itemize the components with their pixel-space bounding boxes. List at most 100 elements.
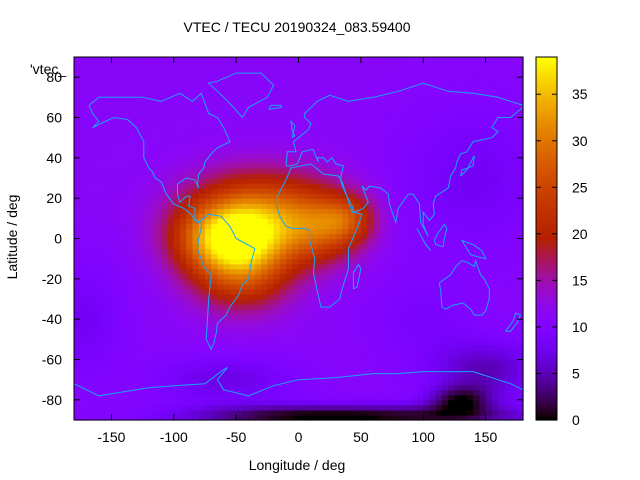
heatmap-cell xyxy=(466,233,474,240)
heatmap-cell xyxy=(385,203,393,209)
heatmap-cell xyxy=(105,122,113,129)
heatmap-cell xyxy=(304,324,312,330)
heatmap-cell xyxy=(398,344,406,351)
heatmap-cell xyxy=(510,359,518,366)
heatmap-cell xyxy=(429,268,437,275)
heatmap-cell xyxy=(204,137,212,144)
heatmap-cell xyxy=(117,364,125,371)
heatmap-cell xyxy=(123,238,131,245)
heatmap-cell xyxy=(74,309,81,315)
heatmap-cell xyxy=(416,404,424,411)
heatmap-cell xyxy=(86,304,94,310)
heatmap-cell xyxy=(485,324,493,330)
heatmap-cell xyxy=(136,394,144,401)
heatmap-cell xyxy=(161,339,169,345)
heatmap-cell xyxy=(504,127,512,134)
heatmap-cell xyxy=(130,288,137,295)
heatmap-cell xyxy=(92,107,100,114)
heatmap-cell xyxy=(498,213,505,219)
heatmap-cell xyxy=(74,273,81,280)
heatmap-cell xyxy=(491,243,499,250)
heatmap-cell xyxy=(398,147,406,154)
heatmap-cell xyxy=(335,243,343,250)
heatmap-cell xyxy=(111,117,119,124)
heatmap-cell xyxy=(186,304,194,310)
heatmap-cell xyxy=(86,248,94,255)
heatmap-cell xyxy=(392,208,399,214)
heatmap-cell xyxy=(429,228,437,235)
heatmap-cell xyxy=(117,314,125,320)
heatmap-cell xyxy=(329,379,337,386)
heatmap-cell xyxy=(74,137,81,144)
heatmap-cell xyxy=(510,404,518,411)
heatmap-cell xyxy=(180,263,187,270)
heatmap-cell xyxy=(310,339,318,345)
heatmap-cell xyxy=(130,253,137,260)
heatmap-cell xyxy=(473,258,480,265)
heatmap-cell xyxy=(516,354,524,361)
heatmap-cell xyxy=(74,248,81,255)
heatmap-cell xyxy=(441,409,449,416)
heatmap-cell xyxy=(454,258,462,265)
heatmap-cell xyxy=(516,172,524,179)
heatmap-cell xyxy=(86,334,94,340)
heatmap-cell xyxy=(335,157,343,164)
heatmap-cell xyxy=(161,248,169,255)
heatmap-cell xyxy=(504,324,512,330)
heatmap-cell xyxy=(111,324,119,330)
heatmap-cell xyxy=(385,97,393,103)
heatmap-cell xyxy=(248,248,256,255)
heatmap-cell xyxy=(423,324,431,330)
heatmap-cell xyxy=(516,77,524,83)
heatmap-cell xyxy=(286,107,293,114)
heatmap-cell xyxy=(466,87,474,93)
heatmap-cell xyxy=(86,324,94,330)
heatmap-cell xyxy=(398,324,406,330)
heatmap-cell xyxy=(148,248,156,255)
heatmap-cell xyxy=(111,374,119,381)
heatmap-cell xyxy=(236,359,243,366)
heatmap-cell xyxy=(510,253,518,260)
heatmap-cell xyxy=(292,87,300,93)
heatmap-cell xyxy=(123,67,131,73)
heatmap-cell xyxy=(261,178,268,184)
heatmap-cell xyxy=(248,117,256,124)
heatmap-cell xyxy=(504,409,512,416)
heatmap-cell xyxy=(229,359,237,366)
heatmap-cell xyxy=(398,102,406,109)
heatmap-cell xyxy=(236,147,243,154)
heatmap-cell xyxy=(410,314,418,320)
heatmap-cell xyxy=(229,203,237,209)
heatmap-cell xyxy=(304,243,312,250)
heatmap-cell xyxy=(80,319,88,325)
heatmap-cell xyxy=(485,72,493,78)
heatmap-cell xyxy=(86,223,94,230)
heatmap-cell xyxy=(329,107,337,114)
heatmap-cell xyxy=(398,228,406,235)
heatmap-cell xyxy=(161,157,169,164)
heatmap-cell xyxy=(123,82,131,88)
heatmap-cell xyxy=(398,157,406,164)
heatmap-cell xyxy=(385,339,393,345)
heatmap-cell xyxy=(298,314,306,320)
heatmap-cell xyxy=(74,223,81,230)
heatmap-cell xyxy=(354,339,362,345)
heatmap-cell xyxy=(385,394,393,401)
heatmap-cell xyxy=(198,188,206,194)
heatmap-cell xyxy=(148,319,156,325)
heatmap-cell xyxy=(404,278,412,285)
heatmap-cell xyxy=(148,394,156,401)
heatmap-cell xyxy=(180,67,187,73)
heatmap-cell xyxy=(435,349,443,356)
heatmap-cell xyxy=(348,349,356,356)
heatmap-cell xyxy=(148,223,156,230)
heatmap-cell xyxy=(485,218,493,224)
heatmap-cell xyxy=(192,309,200,315)
heatmap-cell xyxy=(142,132,150,139)
heatmap-cell xyxy=(398,288,406,295)
heatmap-cell xyxy=(217,349,225,356)
heatmap-cell xyxy=(292,314,300,320)
heatmap-cell xyxy=(448,299,456,305)
heatmap-cell xyxy=(223,354,231,361)
heatmap-cell xyxy=(173,233,181,240)
